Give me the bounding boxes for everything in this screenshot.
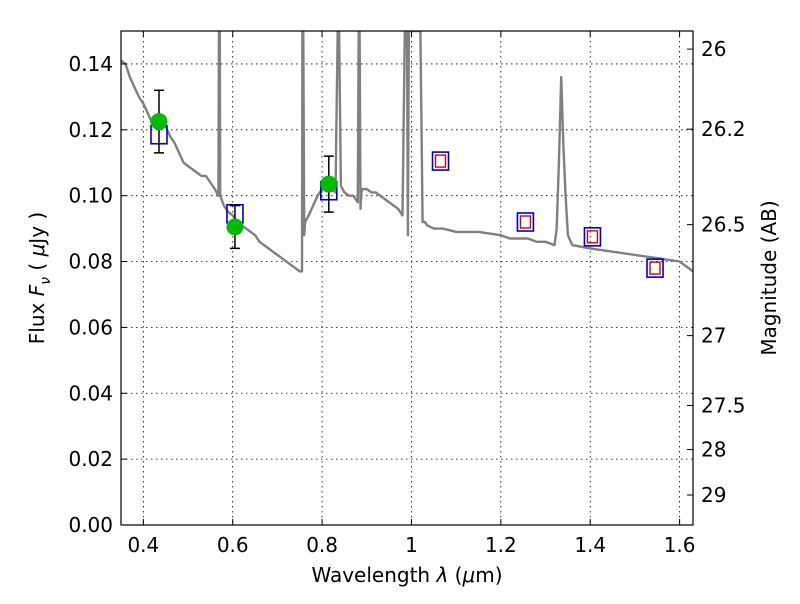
- x-tick-label: 1: [405, 533, 418, 557]
- model-small-square-marker: [434, 154, 447, 168]
- y-axis-label: Flux Fν ( μJy ): [25, 212, 54, 344]
- axis-ticks: 0.4 0.6 0.8 1 1.2 1.4 1.6 0.00 0.02 0.04 0.06 0.08 0…: [68, 31, 746, 557]
- x-axis-label: Wavelength λ (μm): [311, 563, 502, 587]
- x-tick-label: 0.8: [306, 533, 338, 557]
- y-tick-label: 0.06: [68, 315, 113, 339]
- y-tick-label: 0.08: [68, 250, 113, 274]
- model-square-marker: [646, 258, 664, 278]
- y2-tick-label: 27.5: [701, 393, 746, 417]
- x-tick-label: 1.2: [485, 533, 517, 557]
- observed-point-marker: [226, 218, 244, 236]
- y2-tick-label: 26.5: [701, 213, 746, 237]
- model-small-square-marker: [519, 215, 532, 229]
- observed-point-marker: [320, 175, 338, 193]
- data-points: [150, 89, 664, 278]
- spectrum-line: [121, 31, 693, 273]
- y2-tick-label: 29: [701, 483, 726, 507]
- observed-point-marker: [150, 113, 168, 131]
- model-small-square-marker: [586, 230, 599, 244]
- y2-tick-label: 28: [701, 438, 726, 462]
- y-tick-label: 0.02: [68, 447, 113, 471]
- y2-tick-label: 27: [701, 324, 726, 348]
- y2-tick-label: 26: [701, 37, 726, 61]
- model-small-square-marker: [649, 261, 661, 275]
- model-square-marker: [516, 212, 535, 232]
- y-tick-label: 0.10: [68, 184, 113, 208]
- x-tick-label: 0.4: [127, 533, 159, 557]
- x-tick-label: 0.6: [217, 533, 249, 557]
- y2-axis-label: Magnitude (AB): [757, 200, 781, 355]
- model-square-marker: [583, 227, 602, 247]
- spectrum-series: [121, 31, 693, 273]
- y-tick-label: 0.04: [68, 381, 113, 405]
- x-tick-label: 1.4: [574, 533, 606, 557]
- y2-tick-label: 26.2: [701, 117, 746, 141]
- y-tick-label: 0.00: [68, 513, 113, 537]
- x-tick-label: 1.6: [664, 533, 696, 557]
- y-tick-label: 0.12: [68, 118, 113, 142]
- y-tick-label: 0.14: [68, 52, 113, 76]
- plot-frame: [120, 30, 694, 526]
- model-square-marker: [431, 151, 450, 171]
